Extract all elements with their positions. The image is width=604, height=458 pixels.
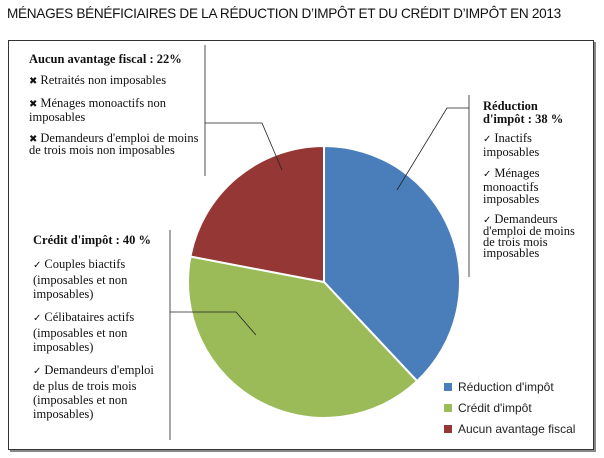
legend-swatch bbox=[444, 404, 452, 412]
check-icon: ✓ bbox=[483, 215, 492, 226]
annotation-aucun: Aucun avantage fiscal : 22% ✖ Retraités n… bbox=[29, 53, 201, 165]
legend-label: Crédit d'impôt bbox=[458, 401, 532, 415]
annotation-reduction: Réduction d'impôt : 38 % ✓ Inactifs impos… bbox=[483, 100, 578, 268]
annotation-credit: Crédit d'impôt : 40 % ✓ Couples biactifs … bbox=[33, 234, 168, 430]
annotation-heading: Aucun avantage fiscal : 22% bbox=[29, 52, 182, 66]
leader-line-reduction bbox=[396, 107, 469, 191]
cross-icon: ✖ bbox=[29, 99, 38, 110]
chart-frame bbox=[8, 40, 594, 450]
legend-swatch bbox=[444, 425, 452, 433]
pie-slice-credit bbox=[187, 255, 419, 419]
leader-line-credit bbox=[170, 311, 257, 336]
annotation-item: Ménages monoactifs non imposables bbox=[29, 96, 167, 124]
annotation-item: Demandeurs d'emploi de moins de trois mo… bbox=[483, 212, 575, 260]
leader-line-aucun bbox=[205, 122, 283, 171]
annotation-heading: Crédit d'impôt : 40 % bbox=[33, 233, 152, 247]
check-icon: ✓ bbox=[483, 134, 492, 145]
annotation-item: Ménages monoactifs imposables bbox=[483, 166, 540, 206]
legend-swatch bbox=[444, 383, 452, 391]
annotation-item: Demandeurs d'emploi de plus de trois moi… bbox=[33, 363, 154, 421]
legend-item-credit: Crédit d'impôt bbox=[444, 401, 532, 415]
pie-slice-aucun bbox=[189, 144, 325, 284]
annotation-heading: Réduction d'impôt : 38 % bbox=[483, 99, 564, 126]
cross-icon: ✖ bbox=[29, 76, 38, 87]
annotation-item: Couples biactifs (imposables et non impo… bbox=[33, 257, 128, 301]
check-icon: ✓ bbox=[33, 313, 42, 324]
annotation-item: Demandeurs d'emploi de moins de trois mo… bbox=[29, 131, 199, 157]
legend-label: Aucun avantage fiscal bbox=[458, 422, 576, 436]
check-icon: ✓ bbox=[483, 169, 492, 180]
legend-label: Réduction d'impôt bbox=[458, 380, 554, 394]
chart-title: MÉNAGES BÉNÉFICIAIRES DE LA RÉDUCTION D’… bbox=[7, 6, 561, 21]
check-icon: ✓ bbox=[33, 260, 42, 271]
check-icon: ✓ bbox=[33, 366, 42, 377]
legend-item-aucun: Aucun avantage fiscal bbox=[444, 422, 575, 436]
annotation-item: Retraités non imposables bbox=[40, 73, 167, 87]
cross-icon: ✖ bbox=[29, 134, 38, 145]
annotation-item: Inactifs imposables bbox=[483, 131, 540, 159]
annotation-item: Célibataires actifs (imposables et non i… bbox=[33, 310, 135, 354]
pie-slice-reduction bbox=[323, 144, 461, 383]
legend-item-reduction: Réduction d'impôt bbox=[444, 380, 554, 394]
